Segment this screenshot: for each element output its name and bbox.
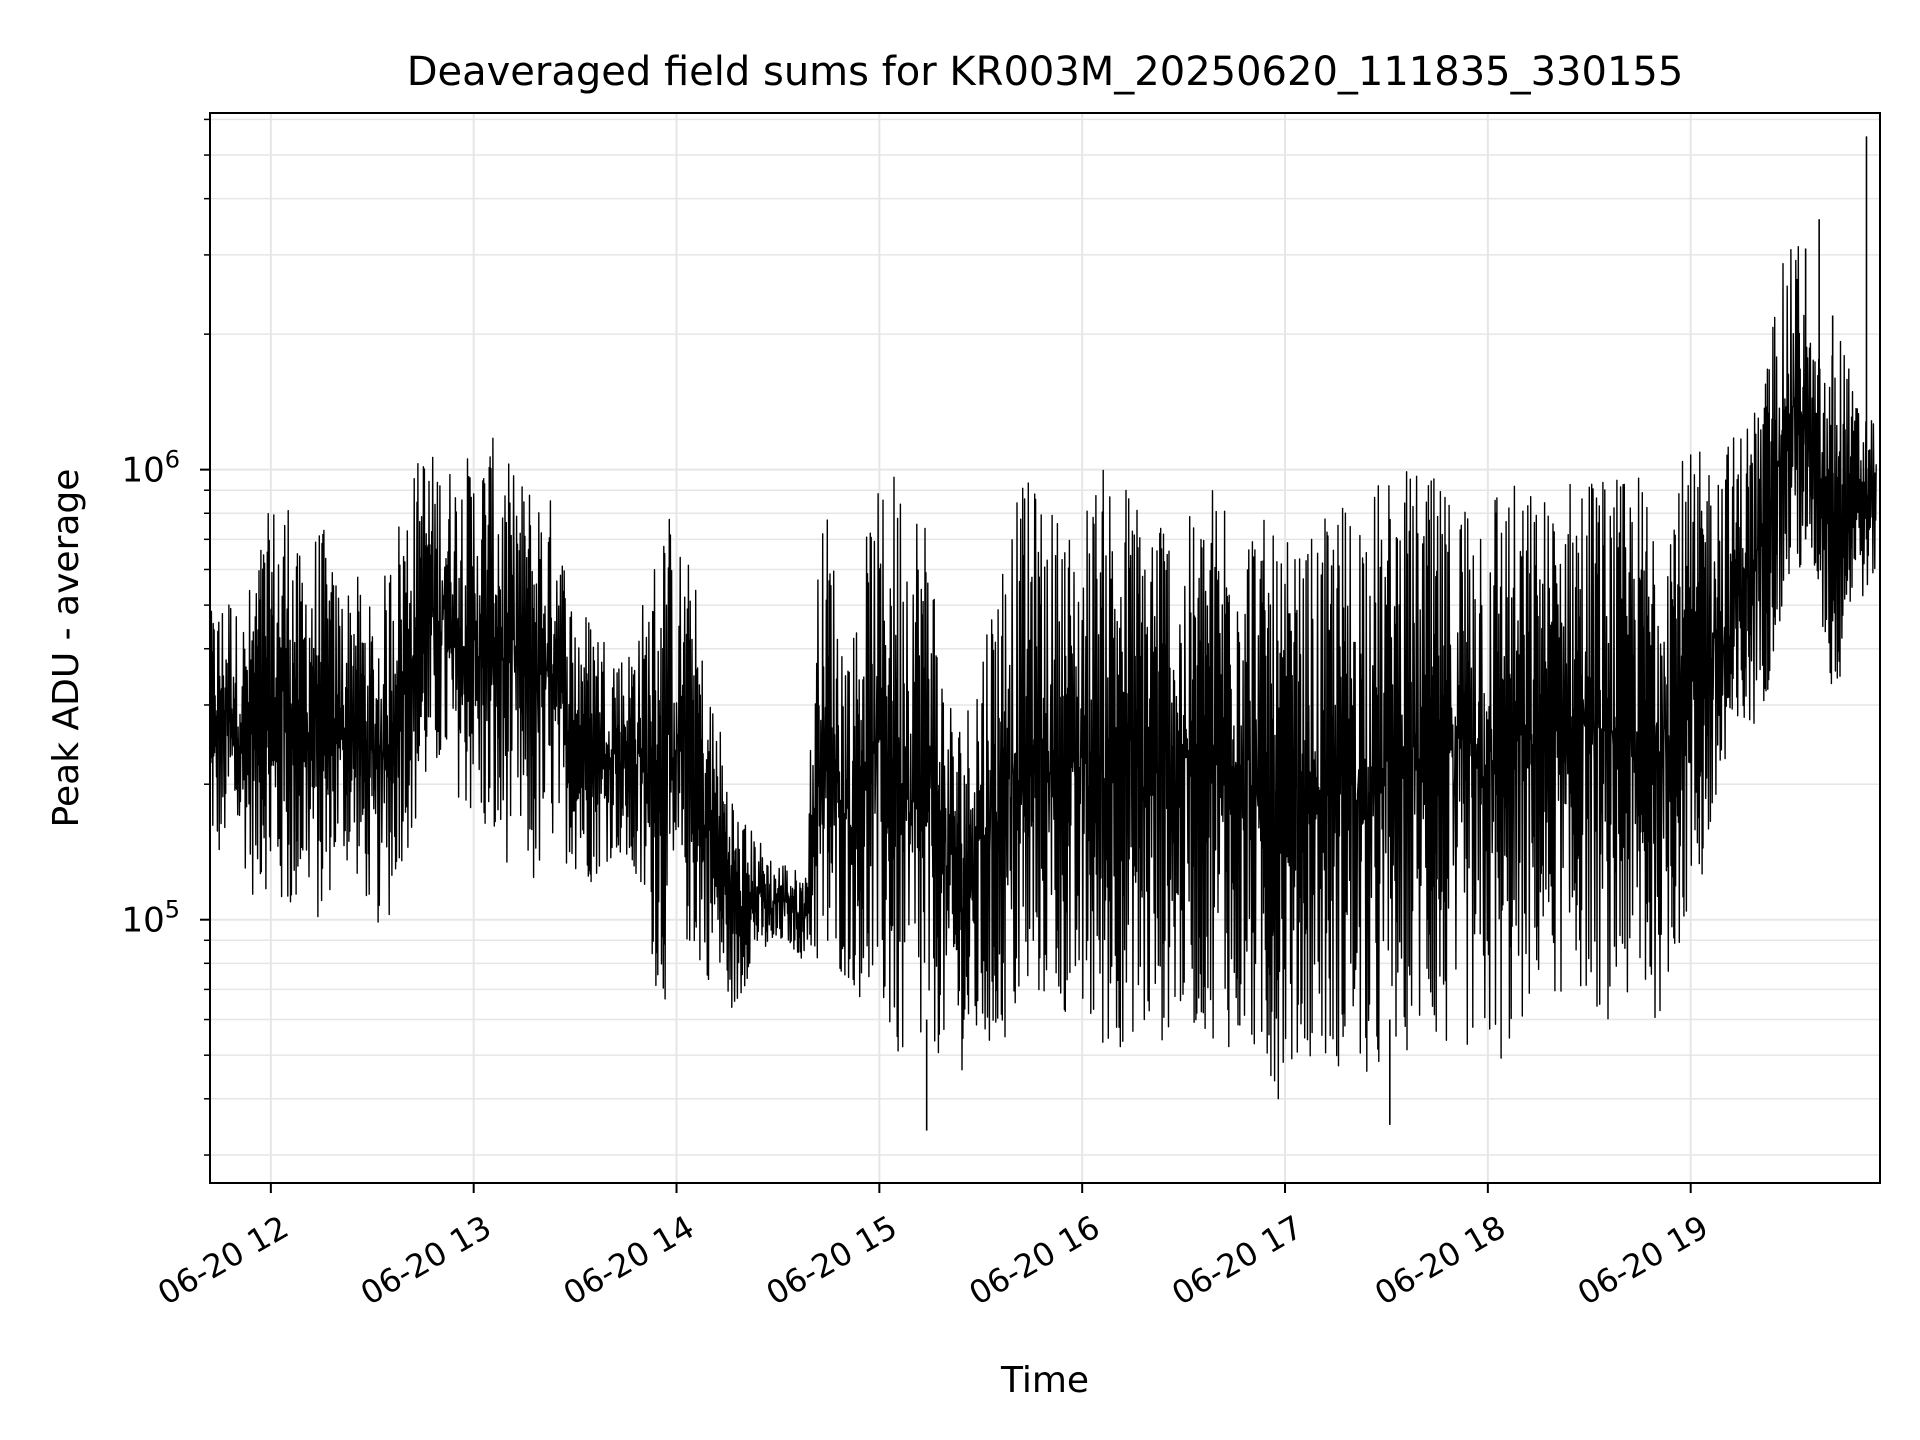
- y-tick-base: 10: [121, 901, 164, 941]
- x-axis-label: Time: [1000, 1360, 1089, 1401]
- y-tick-label: 106: [121, 446, 180, 491]
- x-tick-label: 06-20 19: [1571, 1208, 1715, 1313]
- x-tick-label: 06-20 16: [963, 1208, 1107, 1313]
- x-tick-label: 06-20 17: [1165, 1208, 1309, 1313]
- x-tick-label: 06-20 18: [1368, 1208, 1512, 1313]
- y-tick-base: 10: [121, 451, 164, 491]
- y-tick-exponent: 6: [165, 446, 180, 474]
- x-tick-label: 06-20 14: [557, 1208, 701, 1313]
- y-tick-exponent: 5: [165, 896, 180, 924]
- data-series-line: [209, 245, 1877, 1100]
- x-tick-label: 06-20 15: [760, 1208, 904, 1313]
- y-tick-label: 105: [121, 896, 180, 941]
- x-tick-label: 06-20 12: [151, 1208, 295, 1313]
- x-tick-label: 06-20 13: [354, 1208, 498, 1313]
- series-layer: [209, 136, 1877, 1131]
- chart-title: Deaveraged field sums for KR003M_2025062…: [407, 49, 1684, 95]
- y-axis-label: Peak ADU - average: [46, 469, 87, 828]
